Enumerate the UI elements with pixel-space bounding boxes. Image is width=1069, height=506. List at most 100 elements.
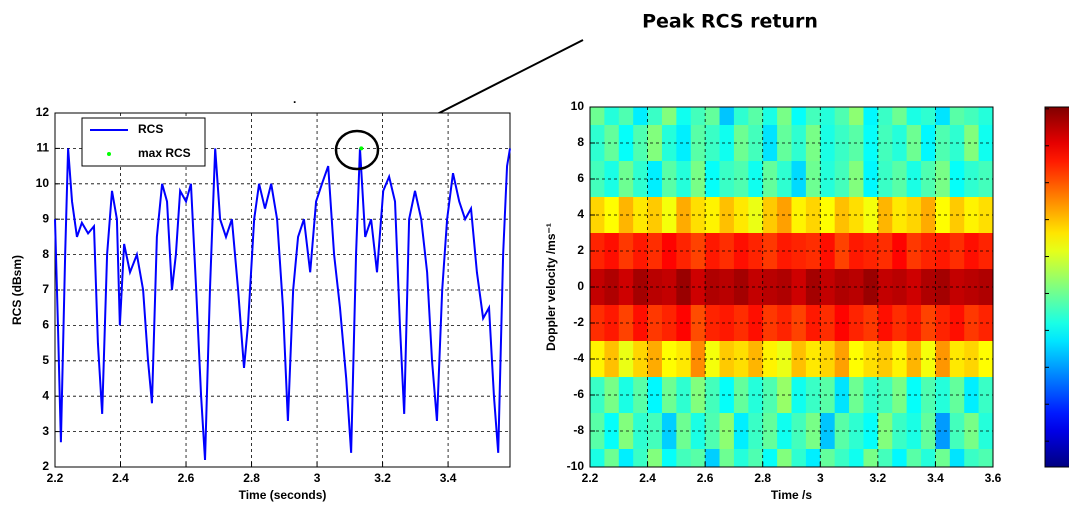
- heatmap-cell: [892, 305, 908, 341]
- heatmap-cell: [935, 269, 951, 305]
- y-tick-label: 0: [577, 279, 584, 293]
- heatmap-cell: [604, 341, 620, 377]
- heatmap-cell: [719, 107, 735, 125]
- heatmap-cell: [719, 125, 735, 161]
- x-tick-label: 2.2: [582, 471, 599, 485]
- heatmap-cell: [820, 377, 836, 413]
- x-tick-label: 2.4: [639, 471, 656, 485]
- y-axis-label: Doppler velocity /ms⁻¹: [544, 223, 558, 351]
- heatmap-cell: [647, 233, 663, 269]
- x-tick-label: 2.6: [697, 471, 714, 485]
- heatmap-cell: [676, 107, 692, 125]
- y-tick-label: 4: [577, 207, 584, 221]
- y-tick-label: -2: [573, 315, 584, 329]
- plot-frame: [589, 106, 994, 468]
- heatmap-cell: [748, 161, 764, 197]
- colorbar: [1044, 106, 1069, 468]
- heatmap-cell: [935, 449, 951, 467]
- y-tick-label: 9: [42, 211, 49, 225]
- heatmap-cell: [676, 305, 692, 341]
- x-tick-label: 3.6: [985, 471, 1002, 485]
- heatmap-cell: [604, 197, 620, 233]
- heatmap-cell: [906, 107, 922, 125]
- heatmap-cell: [647, 377, 663, 413]
- heatmap-cell: [820, 413, 836, 449]
- y-tick-label: 4: [42, 388, 49, 402]
- heatmap-cell: [921, 449, 936, 467]
- heatmap-cell: [820, 449, 836, 467]
- heatmap-cell: [964, 413, 980, 449]
- heatmap-cell: [805, 107, 821, 125]
- heatmap-cell: [863, 449, 879, 467]
- heatmap-cell: [748, 197, 764, 233]
- heatmap-cell: [935, 161, 951, 197]
- heatmap-cell: [777, 107, 792, 125]
- heatmap-cell: [647, 107, 663, 125]
- heatmap-cell: [647, 161, 663, 197]
- y-tick-label: 2: [577, 243, 584, 257]
- x-axis-label: Time /s: [771, 488, 812, 502]
- heatmap-cell: [748, 107, 764, 125]
- heatmap-cell: [719, 233, 735, 269]
- heatmap-cell: [762, 107, 778, 125]
- heatmap-cell: [834, 449, 850, 467]
- x-tick-label: 2.4: [112, 471, 129, 485]
- heatmap-cell: [647, 197, 663, 233]
- heatmap-cell: [877, 449, 893, 467]
- heatmap-cell: [748, 341, 764, 377]
- heatmap-cell: [604, 269, 620, 305]
- heatmap-cell: [935, 341, 951, 377]
- heatmap-cell: [892, 125, 908, 161]
- y-tick-label: 7: [42, 282, 49, 296]
- heatmap-cell: [748, 413, 764, 449]
- heatmap-cell: [834, 107, 850, 125]
- heatmap-cell: [820, 233, 836, 269]
- legend: [81, 117, 206, 167]
- heatmap-cell: [748, 125, 764, 161]
- heatmap-cell: [921, 107, 936, 125]
- heatmap-cell: [964, 107, 980, 125]
- annotation: Peak RCS return: [642, 11, 818, 33]
- heatmap-cell: [863, 197, 879, 233]
- heatmap-cell: [719, 377, 735, 413]
- y-tick-label: 6: [577, 171, 584, 185]
- heatmap-cell: [791, 233, 807, 269]
- heatmap-cell: [978, 107, 994, 125]
- heatmap-cell: [964, 449, 980, 467]
- heatmap-cell: [949, 107, 965, 125]
- y-tick-label: -8: [573, 423, 584, 437]
- heatmap-cell: [964, 125, 980, 161]
- heatmap-cell: [647, 305, 663, 341]
- heatmap-cell: [676, 377, 692, 413]
- x-tick-label: 3.2: [870, 471, 887, 485]
- heatmap-cell: [618, 449, 634, 467]
- heatmap-cell: [863, 305, 879, 341]
- heatmap-cell: [964, 305, 980, 341]
- heatmap-cell: [820, 125, 836, 161]
- heatmap-cell: [863, 125, 879, 161]
- heatmap-cell: [719, 305, 735, 341]
- heatmap-cell: [604, 161, 620, 197]
- heatmap-cell: [892, 233, 908, 269]
- heatmap-cell: [676, 413, 692, 449]
- heatmap-cell: [892, 161, 908, 197]
- heatmap-cell: [964, 341, 980, 377]
- heatmap-cell: [661, 449, 677, 467]
- heatmap-cell: [863, 161, 879, 197]
- legend-label: RCS: [138, 122, 163, 136]
- y-tick-label: 8: [577, 135, 584, 149]
- heatmap-cell: [590, 449, 605, 467]
- x-tick-label: 3: [314, 471, 321, 485]
- heatmap-cell: [964, 233, 980, 269]
- heatmap-cell: [647, 413, 663, 449]
- heatmap-cell: [877, 107, 893, 125]
- heatmap-cell: [863, 377, 879, 413]
- heatmap-cell: [647, 269, 663, 305]
- heatmap-cell: [676, 269, 692, 305]
- heatmap-cell: [964, 377, 980, 413]
- x-tick-label: 3.2: [374, 471, 391, 485]
- heatmap-cell: [820, 305, 836, 341]
- heatmap-cell: [604, 377, 620, 413]
- heatmap-cell: [676, 125, 692, 161]
